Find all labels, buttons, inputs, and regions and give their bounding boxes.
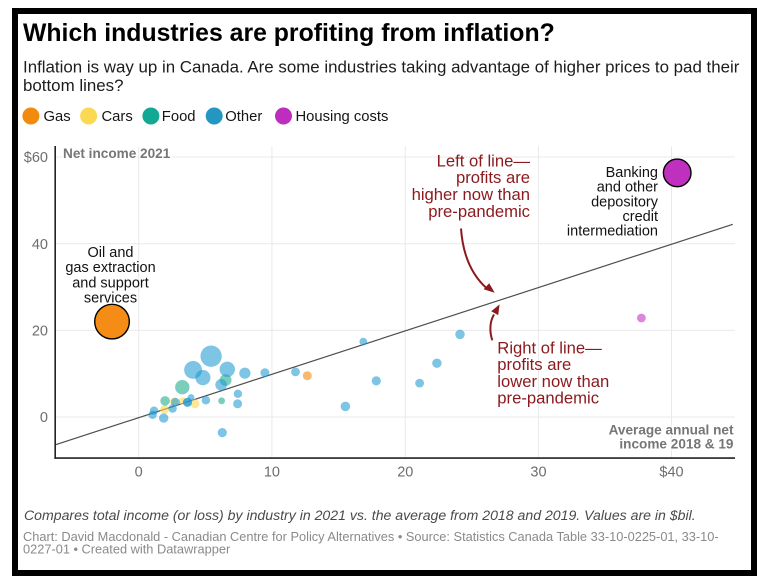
svg-text:Chart: David Macdonald - Canad: Chart: David Macdonald - Canadian Centre…: [23, 529, 719, 544]
svg-text:Left of line—: Left of line—: [437, 151, 531, 170]
svg-text:Compares total income (or loss: Compares total income (or loss) by indus…: [24, 507, 696, 523]
svg-text:$40: $40: [659, 465, 683, 481]
svg-text:profits are: profits are: [497, 355, 571, 374]
svg-text:credit: credit: [623, 209, 658, 225]
svg-text:Which industries are profiting: Which industries are profiting from infl…: [23, 20, 555, 47]
svg-text:pre-pandemic: pre-pandemic: [497, 389, 599, 408]
svg-text:0227-01 • Created with Datawra: 0227-01 • Created with Datawrapper: [23, 542, 231, 557]
svg-text:pre-pandemic: pre-pandemic: [428, 202, 530, 221]
svg-text:income 2018 & 19: income 2018 & 19: [619, 436, 734, 451]
svg-text:services: services: [84, 291, 137, 307]
svg-text:0: 0: [40, 410, 48, 426]
svg-text:10: 10: [264, 465, 280, 481]
svg-text:Banking: Banking: [606, 165, 658, 181]
svg-text:$60: $60: [24, 150, 48, 166]
svg-text:Housing costs: Housing costs: [296, 109, 389, 125]
svg-text:Gas: Gas: [44, 109, 71, 125]
svg-text:depository: depository: [591, 194, 659, 210]
svg-text:Inflation is way up in Canada.: Inflation is way up in Canada. Are some …: [23, 58, 740, 77]
svg-text:40: 40: [32, 237, 48, 253]
svg-text:and support: and support: [72, 275, 149, 291]
svg-text:20: 20: [397, 465, 413, 481]
svg-text:20: 20: [32, 324, 48, 340]
svg-text:bottom lines?: bottom lines?: [23, 76, 123, 95]
svg-text:Oil and: Oil and: [88, 245, 134, 261]
svg-text:lower now than: lower now than: [497, 372, 609, 391]
svg-text:Net income 2021: Net income 2021: [63, 146, 171, 161]
svg-text:Right of line—: Right of line—: [497, 339, 602, 358]
svg-text:Cars: Cars: [102, 109, 133, 125]
svg-text:gas extraction: gas extraction: [65, 260, 155, 276]
svg-text:Average annual net: Average annual net: [609, 422, 734, 437]
svg-text:Other: Other: [225, 109, 262, 125]
svg-text:30: 30: [530, 465, 546, 481]
svg-text:intermediation: intermediation: [567, 223, 658, 239]
svg-text:and other: and other: [597, 180, 658, 196]
svg-text:Food: Food: [162, 109, 196, 125]
svg-text:higher now than: higher now than: [412, 185, 530, 204]
svg-text:0: 0: [135, 465, 143, 481]
svg-text:profits are: profits are: [456, 168, 530, 187]
